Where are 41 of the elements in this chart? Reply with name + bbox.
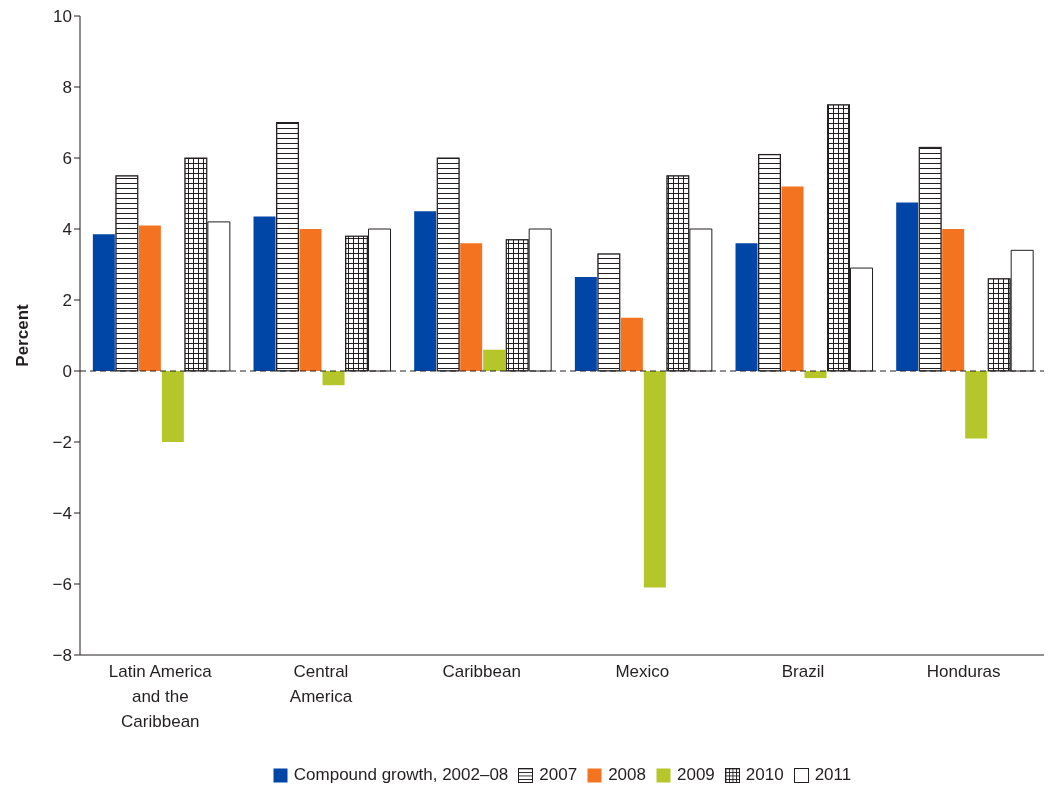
bar	[92, 234, 115, 371]
bar	[643, 371, 666, 588]
y-tick-label: −8	[52, 646, 72, 666]
bar	[414, 211, 437, 371]
legend-label: Compound growth, 2002–08	[293, 765, 509, 785]
legend-label: 2009	[676, 765, 715, 785]
x-tick-label: Brazil	[781, 662, 825, 681]
legend-label: 2008	[608, 765, 646, 785]
x-tick-label: Latin America and the Caribbean	[108, 662, 213, 731]
bar	[483, 349, 506, 371]
y-tick-label: −4	[52, 504, 72, 524]
y-tick-label: −2	[52, 433, 72, 453]
bar	[161, 371, 184, 442]
bar	[781, 186, 804, 371]
legend-label: 2010	[745, 765, 784, 785]
bar	[942, 229, 965, 371]
x-tick-label: Caribbean	[442, 662, 521, 681]
legend-label: 2007	[539, 765, 578, 785]
y-tick-label: 0	[62, 362, 72, 382]
y-tick-label: 6	[62, 149, 72, 169]
y-tick-label: −6	[52, 575, 72, 595]
x-tick-label: Central America	[289, 662, 353, 706]
bar	[138, 225, 161, 371]
y-tick-label: 10	[53, 7, 72, 27]
legend-label: 2011	[814, 765, 852, 785]
y-axis-title: Percent	[13, 303, 33, 367]
x-tick-label: Mexico	[615, 662, 670, 681]
bar	[896, 202, 919, 371]
bar	[253, 216, 276, 371]
bar	[299, 229, 322, 371]
bar	[965, 371, 988, 439]
bar	[735, 243, 758, 371]
y-tick-label: 4	[62, 220, 72, 240]
y-tick-label: 2	[62, 291, 72, 311]
bar	[322, 371, 345, 386]
bar	[804, 371, 827, 379]
bar	[460, 243, 483, 371]
bar	[620, 317, 643, 371]
y-tick-label: 8	[62, 78, 72, 98]
bar	[574, 276, 597, 371]
x-tick-label: Honduras	[926, 662, 1001, 681]
